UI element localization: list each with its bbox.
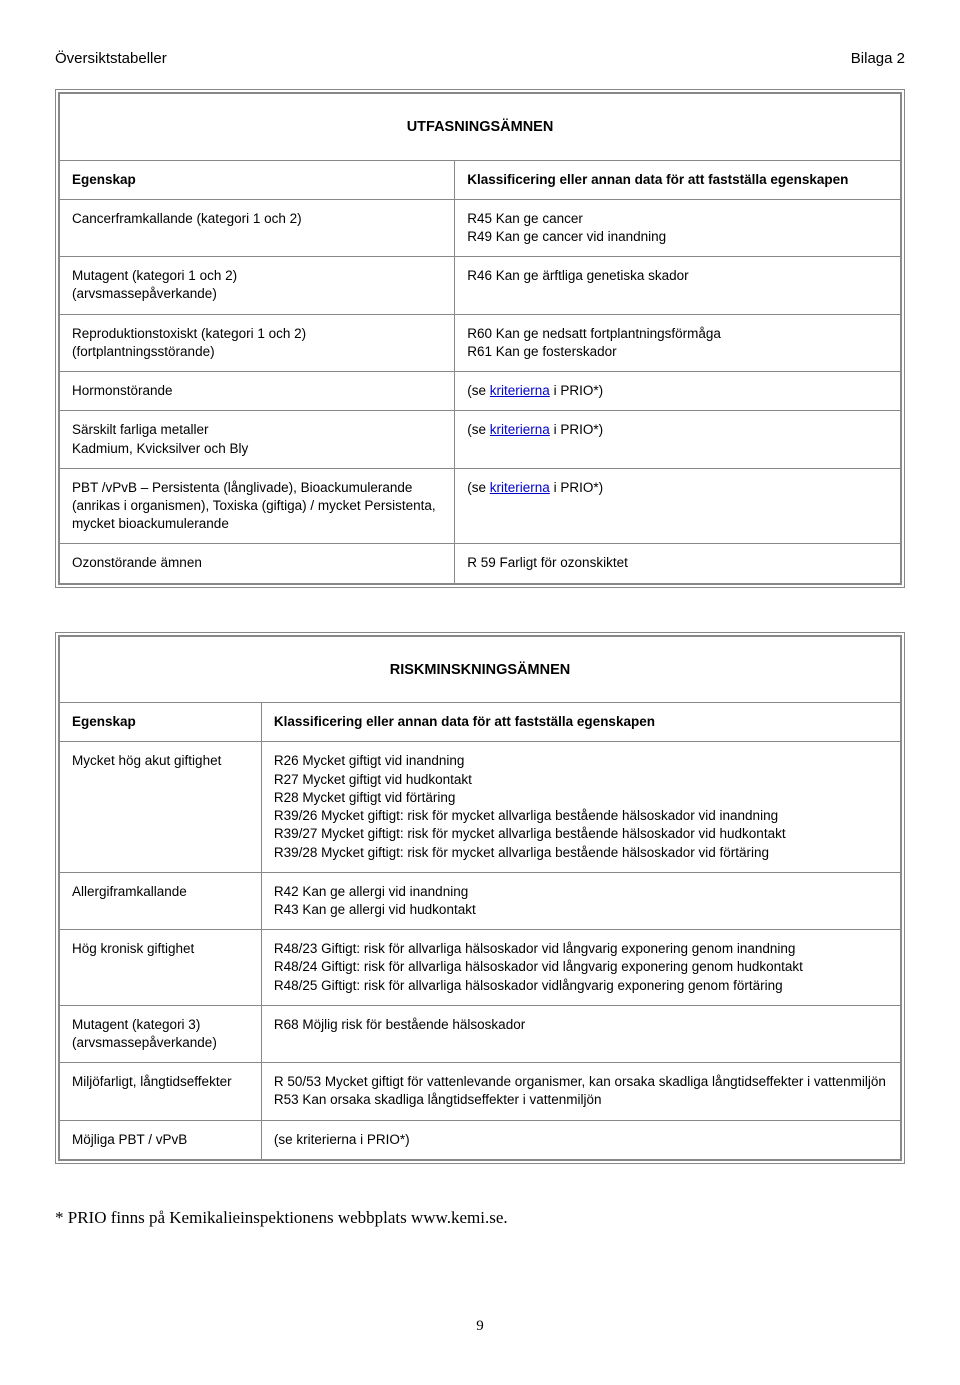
cell-classification: (se kriterierna i PRIO*) bbox=[455, 372, 901, 411]
cell-classification: R 59 Farligt för ozonskiktet bbox=[455, 544, 901, 583]
table-row: Mutagent (kategori 3)(arvsmassepåverkand… bbox=[60, 1005, 901, 1062]
cell-line: R48/25 Giftigt: risk för allvarliga häls… bbox=[274, 977, 890, 995]
cell-line: R 50/53 Mycket giftigt för vattenlevande… bbox=[274, 1073, 890, 1091]
criteria-link[interactable]: kriterierna bbox=[490, 383, 550, 398]
cell-line: R28 Mycket giftigt vid förtäring bbox=[274, 789, 890, 807]
cell-classification: R26 Mycket giftigt vid inandningR27 Myck… bbox=[261, 742, 900, 872]
table-utfasningsamnen: UTFASNINGSÄMNEN Egenskap Klassificering … bbox=[59, 93, 901, 584]
table-row: Möjliga PBT / vPvB (se kriterierna i PRIO… bbox=[60, 1120, 901, 1159]
cell-line: R45 Kan ge cancer bbox=[467, 210, 890, 228]
cell-classification: (se kriterierna i PRIO*) bbox=[261, 1120, 900, 1159]
header-right: Bilaga 2 bbox=[851, 50, 905, 67]
criteria-link[interactable]: kriterierna bbox=[490, 480, 550, 495]
table1-header-left: Egenskap bbox=[60, 160, 455, 199]
cell-line: R26 Mycket giftigt vid inandning bbox=[274, 752, 890, 770]
cell-property: Miljöfarligt, långtidseffekter bbox=[60, 1063, 262, 1120]
table-row: Hög kronisk giftighet R48/23 Giftigt: ris… bbox=[60, 930, 901, 1006]
cell-property: Möjliga PBT / vPvB bbox=[60, 1120, 262, 1159]
cell-line: (se kriterierna i PRIO*) bbox=[274, 1131, 890, 1149]
criteria-link[interactable]: kriterierna bbox=[490, 422, 550, 437]
cell-property: Hög kronisk giftighet bbox=[60, 930, 262, 1006]
table1-header-right: Klassificering eller annan data för att … bbox=[455, 160, 901, 199]
cell-line: R 59 Farligt för ozonskiktet bbox=[467, 554, 890, 572]
cell-line: Mycket hög akut giftighet bbox=[72, 752, 251, 770]
cell-line: Ozonstörande ämnen bbox=[72, 554, 444, 572]
cell-line: Mutagent (kategori 3) bbox=[72, 1016, 251, 1034]
table-row: Cancerframkallande (kategori 1 och 2) R45… bbox=[60, 199, 901, 256]
cell-line: Hormonstörande bbox=[72, 382, 444, 400]
cell-line: (arvsmassepåverkande) bbox=[72, 1034, 251, 1052]
cell-line: R53 Kan orsaka skadliga långtidseffekter… bbox=[274, 1091, 890, 1109]
cell-line: (arvsmassepåverkande) bbox=[72, 285, 444, 303]
table-riskminskningsamnen: RISKMINSKNINGSÄMNEN Egenskap Klassificer… bbox=[59, 636, 901, 1160]
cell-line: R46 Kan ge ärftliga genetiska skador bbox=[467, 267, 890, 285]
cell-line: R27 Mycket giftigt vid hudkontakt bbox=[274, 771, 890, 789]
table-row: PBT /vPvB – Persistenta (långlivade), Bi… bbox=[60, 468, 901, 544]
cell-property: Allergiframkallande bbox=[60, 872, 262, 929]
cell-line: R39/28 Mycket giftigt: risk för mycket a… bbox=[274, 844, 890, 862]
cell-classification: (se kriterierna i PRIO*) bbox=[455, 411, 901, 468]
cell-line: R49 Kan ge cancer vid inandning bbox=[467, 228, 890, 246]
cell-line: Mutagent (kategori 1 och 2) bbox=[72, 267, 444, 285]
cell-property: Mycket hög akut giftighet bbox=[60, 742, 262, 872]
cell-classification: R48/23 Giftigt: risk för allvarliga häls… bbox=[261, 930, 900, 1006]
cell-line: R48/24 Giftigt: risk för allvarliga häls… bbox=[274, 958, 890, 976]
cell-line: R43 Kan ge allergi vid hudkontakt bbox=[274, 901, 890, 919]
table-row: Särskilt farliga metallerKadmium, Kvicks… bbox=[60, 411, 901, 468]
cell-line: R61 Kan ge fosterskador bbox=[467, 343, 890, 361]
table2-header-right: Klassificering eller annan data för att … bbox=[261, 703, 900, 742]
table1-outer: UTFASNINGSÄMNEN Egenskap Klassificering … bbox=[55, 89, 905, 588]
table2-outer: RISKMINSKNINGSÄMNEN Egenskap Klassificer… bbox=[55, 632, 905, 1164]
cell-classification: (se kriterierna i PRIO*) bbox=[455, 468, 901, 544]
cell-line: R39/26 Mycket giftigt: risk för mycket a… bbox=[274, 807, 890, 825]
cell-classification: R45 Kan ge cancerR49 Kan ge cancer vid i… bbox=[455, 199, 901, 256]
table-row: Allergiframkallande R42 Kan ge allergi vi… bbox=[60, 872, 901, 929]
header-left: Översiktstabeller bbox=[55, 50, 167, 67]
cell-line: Cancerframkallande (kategori 1 och 2) bbox=[72, 210, 444, 228]
table2-title: RISKMINSKNINGSÄMNEN bbox=[60, 636, 901, 703]
table-row: Miljöfarligt, långtidseffekter R 50/53 My… bbox=[60, 1063, 901, 1120]
cell-line: R48/23 Giftigt: risk för allvarliga häls… bbox=[274, 940, 890, 958]
cell-property: Mutagent (kategori 3)(arvsmassepåverkand… bbox=[60, 1005, 262, 1062]
cell-property: Ozonstörande ämnen bbox=[60, 544, 455, 583]
cell-property: Cancerframkallande (kategori 1 och 2) bbox=[60, 199, 455, 256]
cell-line: R42 Kan ge allergi vid inandning bbox=[274, 883, 890, 901]
cell-line: Möjliga PBT / vPvB bbox=[72, 1131, 251, 1149]
cell-line: Hög kronisk giftighet bbox=[72, 940, 251, 958]
cell-line: Särskilt farliga metaller bbox=[72, 421, 444, 439]
cell-classification: R 50/53 Mycket giftigt för vattenlevande… bbox=[261, 1063, 900, 1120]
cell-property: Mutagent (kategori 1 och 2)(arvsmassepåv… bbox=[60, 257, 455, 314]
table-row: Reproduktionstoxiskt (kategori 1 och 2)(… bbox=[60, 314, 901, 371]
cell-classification: R60 Kan ge nedsatt fortplantningsförmåga… bbox=[455, 314, 901, 371]
cell-property: PBT /vPvB – Persistenta (långlivade), Bi… bbox=[60, 468, 455, 544]
cell-line: (fortplantningsstörande) bbox=[72, 343, 444, 361]
cell-classification: R68 Möjlig risk för bestående hälsoskado… bbox=[261, 1005, 900, 1062]
cell-line: PBT /vPvB – Persistenta (långlivade), Bi… bbox=[72, 479, 444, 534]
page-number: 9 bbox=[55, 1318, 905, 1335]
cell-property: Hormonstörande bbox=[60, 372, 455, 411]
table-row: Mycket hög akut giftighet R26 Mycket gift… bbox=[60, 742, 901, 872]
page-header: Översiktstabeller Bilaga 2 bbox=[55, 50, 905, 67]
table2-header-left: Egenskap bbox=[60, 703, 262, 742]
table-row: Mutagent (kategori 1 och 2)(arvsmassepåv… bbox=[60, 257, 901, 314]
cell-line: R60 Kan ge nedsatt fortplantningsförmåga bbox=[467, 325, 890, 343]
footnote: * PRIO finns på Kemikalieinspektionens w… bbox=[55, 1208, 905, 1228]
table-row: Hormonstörande (se kriterierna i PRIO*) bbox=[60, 372, 901, 411]
cell-line: R68 Möjlig risk för bestående hälsoskado… bbox=[274, 1016, 890, 1034]
cell-line: Allergiframkallande bbox=[72, 883, 251, 901]
cell-line: Kadmium, Kvicksilver och Bly bbox=[72, 440, 444, 458]
cell-property: Reproduktionstoxiskt (kategori 1 och 2)(… bbox=[60, 314, 455, 371]
cell-line: Reproduktionstoxiskt (kategori 1 och 2) bbox=[72, 325, 444, 343]
cell-classification: R42 Kan ge allergi vid inandningR43 Kan … bbox=[261, 872, 900, 929]
table1-title: UTFASNINGSÄMNEN bbox=[60, 94, 901, 161]
cell-property: Särskilt farliga metallerKadmium, Kvicks… bbox=[60, 411, 455, 468]
table-row: Ozonstörande ämnen R 59 Farligt för ozons… bbox=[60, 544, 901, 583]
cell-line: R39/27 Mycket giftigt: risk för mycket a… bbox=[274, 825, 890, 843]
cell-classification: R46 Kan ge ärftliga genetiska skador bbox=[455, 257, 901, 314]
cell-line: Miljöfarligt, långtidseffekter bbox=[72, 1073, 251, 1091]
